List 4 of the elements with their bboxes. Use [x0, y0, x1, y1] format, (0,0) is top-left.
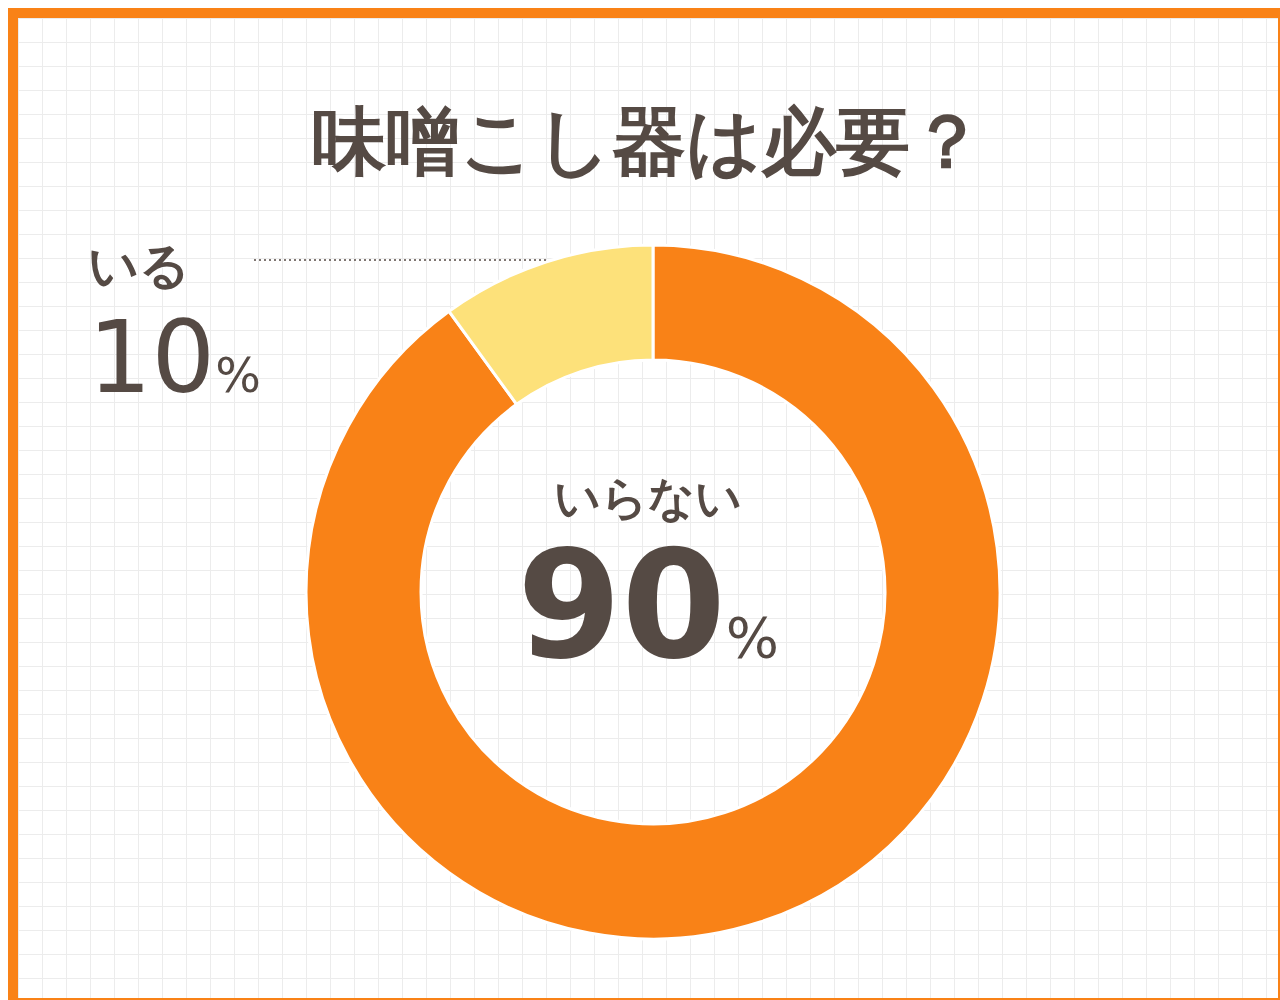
data-label: 10%: [88, 299, 261, 416]
donut-slice: [304, 243, 1002, 940]
slice-label: いる: [88, 236, 191, 297]
chart-title: 味噌こし器は必要？: [311, 97, 985, 186]
